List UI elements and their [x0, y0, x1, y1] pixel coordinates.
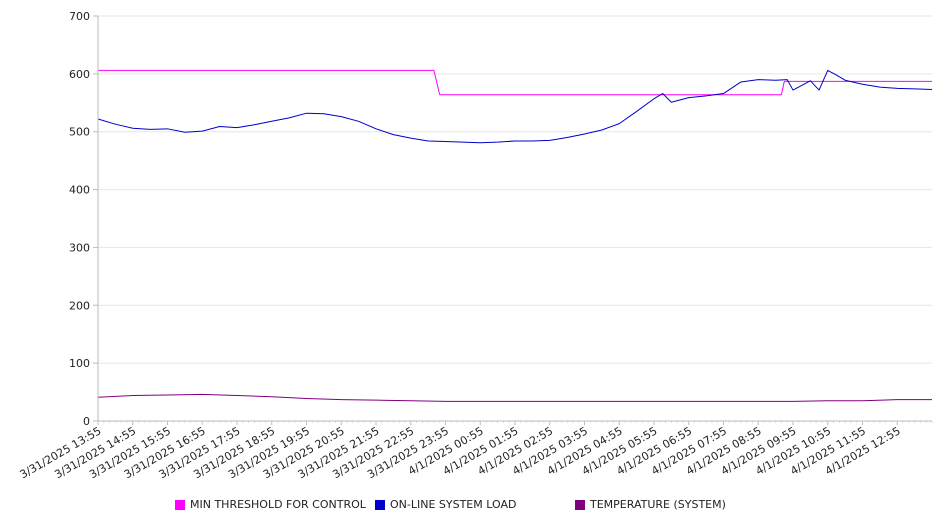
y-tick-label: 700	[69, 10, 90, 23]
grid-lines	[98, 15, 932, 364]
legend-label: TEMPERATURE (SYSTEM)	[590, 498, 726, 511]
legend-label: ON-LINE SYSTEM LOAD	[390, 498, 517, 511]
y-tick-label: 400	[69, 184, 90, 197]
legend-item: TEMPERATURE (SYSTEM)	[575, 498, 726, 511]
y-tick-label: 100	[69, 357, 90, 370]
y-tick-label: 300	[69, 241, 90, 254]
legend-swatch	[175, 499, 185, 510]
legend: MIN THRESHOLD FOR CONTROL ON-LINE SYSTEM …	[0, 498, 946, 514]
y-tick-label: 0	[83, 415, 90, 428]
y-tick-label: 500	[69, 126, 90, 139]
legend-item: MIN THRESHOLD FOR CONTROL	[175, 498, 366, 511]
y-axis-ticks: 0 100 200 300 400 500 600 700	[69, 10, 98, 428]
legend-item: ON-LINE SYSTEM LOAD	[375, 498, 516, 511]
series-lines	[97, 69, 933, 402]
series-line-1	[97, 69, 933, 144]
series-line-2	[97, 393, 932, 402]
legend-label: MIN THRESHOLD FOR CONTROL	[190, 498, 366, 511]
y-tick-label: 600	[69, 68, 90, 81]
legend-swatch	[575, 499, 585, 510]
legend-swatch	[375, 499, 385, 510]
x-axis-ticks: 3/31/2025 13:553/31/2025 14:553/31/2025 …	[18, 421, 933, 481]
y-tick-label: 200	[69, 299, 90, 312]
